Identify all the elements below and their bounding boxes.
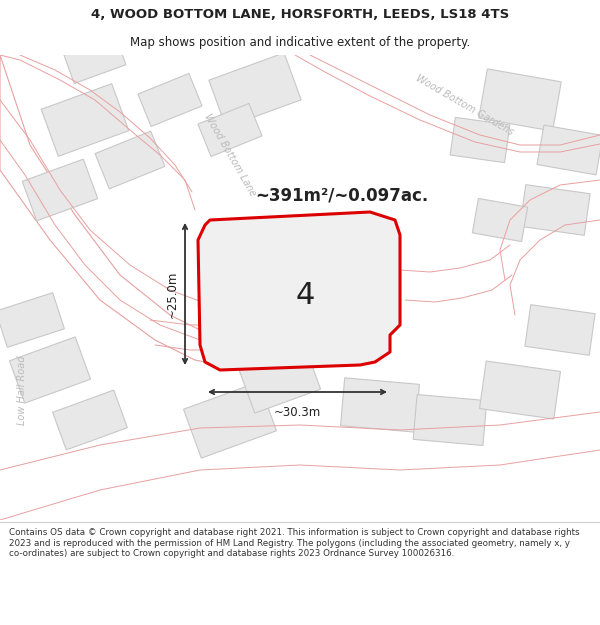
- Polygon shape: [198, 104, 262, 156]
- Text: ~30.3m: ~30.3m: [274, 406, 321, 419]
- Text: Wood Bottom Gardens: Wood Bottom Gardens: [415, 73, 515, 137]
- Polygon shape: [64, 36, 126, 84]
- Text: Low Hall Road: Low Hall Road: [17, 355, 27, 425]
- Polygon shape: [520, 184, 590, 236]
- Polygon shape: [0, 292, 64, 348]
- Polygon shape: [95, 131, 165, 189]
- Polygon shape: [537, 125, 600, 175]
- Polygon shape: [472, 198, 527, 242]
- Text: Contains OS data © Crown copyright and database right 2021. This information is : Contains OS data © Crown copyright and d…: [9, 528, 580, 558]
- Polygon shape: [10, 337, 91, 403]
- Polygon shape: [479, 361, 560, 419]
- Polygon shape: [239, 347, 320, 413]
- Polygon shape: [413, 394, 487, 446]
- Text: Wood Bottom Lane: Wood Bottom Lane: [202, 112, 258, 198]
- Polygon shape: [341, 378, 419, 432]
- Text: 4: 4: [295, 281, 314, 309]
- Polygon shape: [198, 212, 400, 370]
- Text: ~25.0m: ~25.0m: [166, 270, 179, 318]
- Text: Map shows position and indicative extent of the property.: Map shows position and indicative extent…: [130, 36, 470, 49]
- Polygon shape: [0, 55, 230, 365]
- Polygon shape: [41, 84, 129, 156]
- Polygon shape: [53, 390, 127, 450]
- Polygon shape: [479, 69, 561, 131]
- Polygon shape: [184, 382, 277, 458]
- Polygon shape: [209, 53, 301, 127]
- Polygon shape: [138, 74, 202, 126]
- Text: 4, WOOD BOTTOM LANE, HORSFORTH, LEEDS, LS18 4TS: 4, WOOD BOTTOM LANE, HORSFORTH, LEEDS, L…: [91, 8, 509, 21]
- Polygon shape: [22, 159, 98, 221]
- Polygon shape: [450, 118, 510, 162]
- Polygon shape: [525, 304, 595, 356]
- Text: ~391m²/~0.097ac.: ~391m²/~0.097ac.: [255, 186, 428, 204]
